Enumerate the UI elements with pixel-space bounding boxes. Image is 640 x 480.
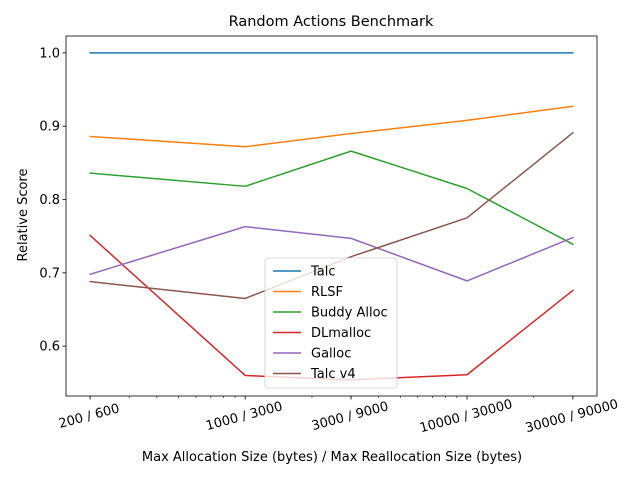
y-tick-label: 0.6 [39, 340, 60, 355]
y-tick-label: 0.9 [39, 120, 60, 135]
series-line-5 [89, 131, 574, 300]
series-line-4 [89, 225, 574, 282]
legend-label: Galloc [311, 347, 351, 362]
y-axis-label: Relative Score [16, 169, 31, 262]
legend-label: RLSF [311, 285, 343, 300]
legend-box [264, 257, 398, 389]
legend-label: Talc v4 [310, 367, 356, 382]
legend-label: Talc [310, 265, 336, 280]
y-tick-label: 1.0 [39, 46, 60, 61]
y-tick-label: 0.7 [39, 266, 60, 281]
plot-frame [65, 35, 598, 397]
chart-title: Random Actions Benchmark [229, 14, 434, 30]
legend: Talc RLSF Buddy Alloc DLmalloc Galloc Talc v4 [264, 257, 398, 389]
y-tick-label: 0.8 [39, 193, 60, 208]
legend-label: Buddy Alloc [311, 306, 388, 321]
series-line-2 [89, 150, 574, 246]
y-axis: 0.6 0.7 0.8 0.9 1.0 [39, 46, 66, 355]
x-axis-label: Max Allocation Size (bytes) / Max Reallo… [142, 450, 522, 465]
plot-area [65, 35, 598, 397]
legend-label: DLmalloc [311, 326, 371, 341]
series-line-1 [89, 105, 574, 148]
